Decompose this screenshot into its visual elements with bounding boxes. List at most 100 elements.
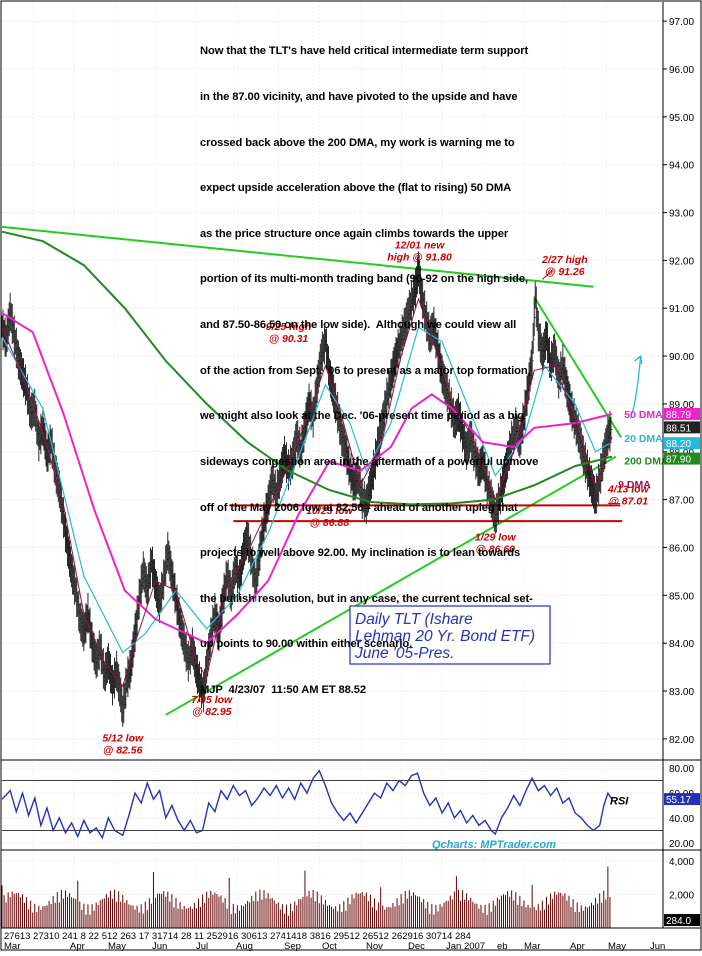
annotation-text: 2/27 high [541, 254, 588, 266]
price-annotation: 4/13 low@ 87.01 [607, 483, 650, 507]
analyst-commentary: Now that the TLT's have held critical in… [200, 14, 580, 729]
dma-label: 20 DMA [624, 433, 663, 445]
200-dma-line [1, 230, 613, 506]
x-month-label: Jan 2007 [446, 941, 485, 951]
axis-value-tag-text: 88.79 [666, 410, 691, 421]
axis-value-tag-text: 87.90 [666, 455, 691, 466]
x-month-label: Jul [196, 941, 208, 951]
commentary-line: Now that the TLT's have held critical in… [200, 45, 529, 58]
price-tick-label: 97.00 [669, 17, 694, 28]
x-month-label: May [108, 941, 126, 951]
axis-value-tag [664, 437, 700, 450]
50-dma-line [1, 312, 613, 645]
price-tick-label: 93.00 [669, 209, 694, 220]
annotation-text: 9/25 high [266, 321, 312, 333]
chart-title-frame [349, 605, 551, 665]
volume-tick-label: 2,000 [669, 891, 694, 902]
projection-arrow-icon [629, 356, 642, 419]
commentary-line: sideways congestion area in the aftermat… [200, 455, 539, 468]
annotation-text: @ 86.60 [476, 543, 516, 555]
x-month-label: Aug [236, 941, 253, 951]
volume-tick-label: 4,000 [669, 857, 694, 868]
price-panel-annotations: 5/12 low@ 82.567/05 low@ 82.959/25 high@… [102, 239, 700, 756]
price-annotation: 5/12 low@ 82.56 [102, 732, 144, 756]
price-tick-label: 87.00 [669, 496, 694, 507]
price-annotation: 2/27 high@ 91.26 [541, 254, 588, 278]
x-month-label: Mar [4, 941, 20, 951]
x-month-label: Apr [570, 941, 585, 951]
rsi-value-tag-text: 55.17 [666, 795, 691, 806]
annotation-text: @ 82.95 [192, 706, 232, 718]
x-month-label: Nov [366, 941, 383, 951]
price-tick-label: 91.00 [669, 304, 694, 315]
volume-panel: 2,000 4,000 284.0 [1, 857, 700, 928]
price-annotation: 7/05 low@ 82.95 [191, 694, 233, 718]
price-tick-label: 95.00 [669, 113, 694, 124]
annotation-text: @ 91.26 [545, 266, 585, 278]
annotation-text: high @ 91.80 [387, 251, 452, 263]
commentary-line: in the 87.00 vicinity, and have pivoted … [200, 91, 518, 104]
annotation-text: @ 90.31 [269, 333, 309, 345]
rsi-tick-label: 80.00 [669, 764, 694, 775]
rsi-tick-label: 20.00 [669, 839, 694, 850]
commentary-line: and 87.50-86.50 on the low side). Althou… [200, 319, 517, 332]
dma-label: 9 DMA [618, 479, 651, 491]
price-tick-label: 89.00 [669, 400, 694, 411]
x-day-labels: 27613 27310 241 8 22 512 263 17 31714 28… [4, 931, 471, 942]
rsi-value-tag [664, 793, 700, 806]
9-dma-line [1, 297, 613, 688]
price-tick-label: 83.00 [669, 687, 694, 698]
annotation-text: @ 87.01 [609, 495, 649, 507]
annotation-pointer [542, 269, 553, 280]
annotation-text: 1/29 low [475, 531, 517, 543]
x-month-label: Apr [70, 941, 85, 951]
price-tick-label: 85.00 [669, 591, 694, 602]
rsi-line [1, 769, 613, 840]
price-tick-label: 90.00 [669, 352, 694, 363]
chart-credit: Qcharts: MPTrader.com [432, 839, 556, 851]
volume-value-tag-text: 284.0 [666, 916, 691, 927]
date-axis: 27613 27310 241 8 22 512 263 17 31714 28… [4, 931, 665, 952]
x-month-label: Mar [524, 941, 540, 951]
x-month-label: Oct [322, 941, 337, 951]
dma-label: 200 DMA [624, 456, 669, 468]
commentary-line: we might also look at the Dec. '06-prese… [200, 410, 524, 423]
x-month-label: Jun [650, 941, 665, 951]
volume-value-tag [664, 914, 700, 926]
annotation-text: 12/01 new [395, 239, 445, 251]
price-annotation: 10/23 low@ 86.88 [306, 505, 354, 529]
chart-title-line: Daily TLT (Ishare [355, 611, 473, 628]
20-dma-line [1, 326, 613, 654]
axis-value-tag-text: 88.51 [666, 423, 691, 434]
annotation-text: 4/13 low [607, 483, 650, 495]
axis-value-tag [664, 421, 700, 434]
commentary-line: projects to well above 92.00. My inclina… [200, 547, 521, 560]
annotation-text: @ 86.88 [310, 517, 350, 529]
x-month-label: Dec [408, 941, 425, 951]
chart-title-line: June '05-Pres. [354, 645, 454, 662]
x-month-label: Jun [152, 941, 167, 951]
x-month-label: eb [497, 941, 508, 951]
axis-value-tag-text: 88.20 [666, 439, 691, 450]
commentary-line: as the price structure once again climbs… [200, 227, 509, 240]
price-panel-grid: 82.0083.0084.0085.0086.0087.0088.0089.00… [2, 2, 694, 928]
price-tick-label: 84.00 [669, 639, 694, 650]
commentary-line: up points to 90.00 within either scenari… [200, 638, 413, 651]
commentary-line: portion of its multi-month trading band … [200, 273, 528, 286]
x-month-label: May [608, 941, 626, 951]
annotation-text: 7/05 low [191, 694, 233, 706]
price-tick-label: 96.00 [669, 65, 694, 76]
dma-label: 50 DMA [624, 409, 663, 421]
rsi-tick-label: 40.00 [669, 814, 694, 825]
commentary-signature: MJP 4/23/07 11:50 AM ET 88.52 [200, 683, 367, 696]
annotation-text: @ 82.56 [103, 744, 143, 756]
annotation-text: 10/23 low [306, 505, 354, 517]
price-tick-label: 86.00 [669, 543, 694, 554]
price-tick-label: 92.00 [669, 256, 694, 267]
